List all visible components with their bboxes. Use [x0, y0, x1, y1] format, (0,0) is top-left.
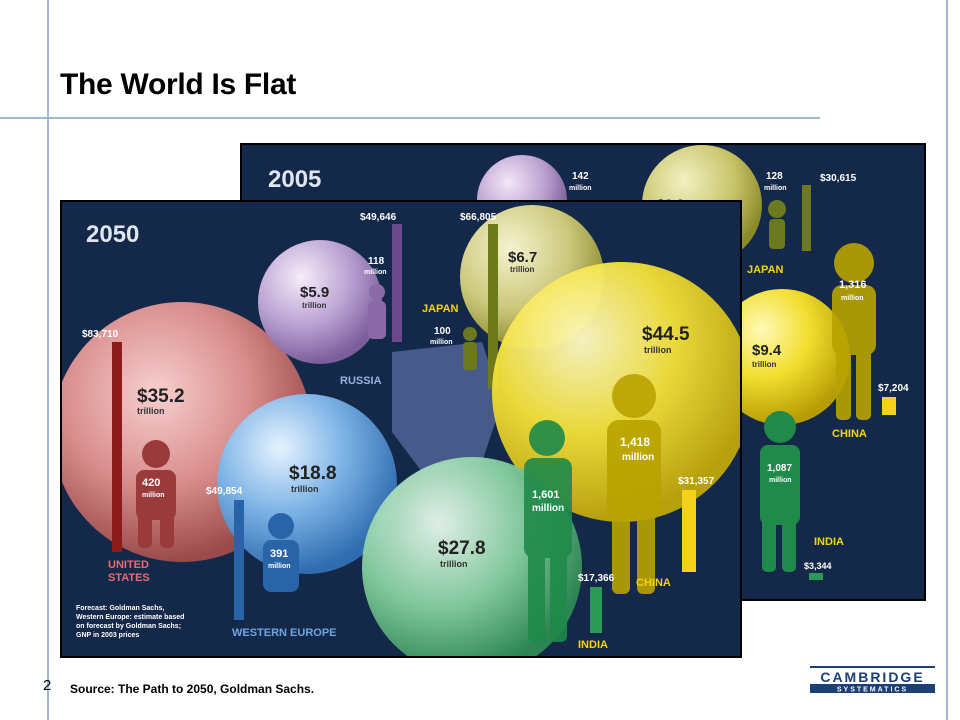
japan-percap-bar — [488, 224, 498, 389]
india-percap-2005: $3,344 — [804, 561, 832, 571]
china-pop-unit: million — [622, 452, 654, 463]
forecast-note-line1: Forecast: Goldman Sachs, — [76, 605, 164, 612]
russia-label: RUSSIA — [340, 375, 382, 387]
china-bubble-2005 — [714, 289, 850, 425]
slide-title: The World Is Flat — [60, 68, 297, 101]
russia-pop-2005: 142 — [572, 171, 589, 182]
russia-percap-bar — [392, 224, 402, 342]
we-percap: $49,854 — [206, 486, 243, 497]
india-pop-unit-2005: million — [769, 477, 792, 484]
we-gdp-unit: trillion — [291, 484, 319, 494]
india-pop: 1,601 — [532, 489, 560, 501]
us-pop: 420 — [142, 477, 160, 489]
japan-gdp-unit: trillion — [510, 265, 535, 274]
russia-percap: $49,646 — [360, 212, 397, 223]
india-person-2005 — [760, 411, 800, 572]
logo-bottom-text: SYSTEMATICS — [837, 687, 908, 694]
india-pop-unit: million — [532, 503, 564, 514]
us-percap-bar — [112, 342, 122, 552]
japan-pop-unit: million — [430, 339, 453, 346]
year-label-2005: 2005 — [268, 166, 321, 193]
russia-person — [368, 284, 386, 339]
china-percap: $31,357 — [678, 476, 715, 487]
logo-top-text: CAMBRIDGE — [820, 669, 924, 685]
russia-gdp-unit: trillion — [302, 301, 327, 310]
russia-pop-unit: million — [364, 269, 387, 276]
we-label: WESTERN EUROPE — [232, 627, 337, 639]
we-pop-unit: million — [268, 563, 291, 570]
india-label: INDIA — [578, 639, 608, 651]
india-gdp: $27.8 — [438, 538, 486, 559]
china-pop-2005: 1,316 — [839, 279, 867, 291]
russia-pop-unit-2005: million — [569, 185, 592, 192]
us-gdp-unit: trillion — [137, 406, 165, 416]
china-pop-unit-2005: million — [841, 295, 864, 302]
we-person — [263, 513, 299, 592]
china-label: CHINA — [636, 577, 671, 589]
japan-percap-2005: $30,615 — [820, 173, 857, 184]
china-percap-bar-2005 — [882, 397, 896, 415]
china-percap-2005: $7,204 — [878, 383, 909, 394]
china-gdp-unit-2005: trillion — [752, 360, 777, 369]
us-person — [136, 440, 176, 548]
japan-pop-unit-2005: million — [764, 185, 787, 192]
japan-person-2005 — [768, 200, 786, 249]
china-person-2005 — [832, 243, 876, 420]
we-gdp: $18.8 — [289, 463, 337, 484]
russia-pop: 118 — [368, 256, 385, 267]
india-percap-bar-2005 — [809, 573, 823, 580]
us-label-line2: STATES — [108, 572, 150, 584]
japan-gdp: $6.7 — [508, 249, 537, 266]
map-2050: 2050 $83,710 $35.2 trillion 420 million … — [60, 200, 742, 658]
we-percap-bar — [234, 500, 244, 620]
year-label-2050: 2050 — [86, 221, 139, 248]
russia-bubble — [258, 240, 382, 364]
india-label-2005: INDIA — [814, 536, 844, 548]
cambridge-systematics-logo: CAMBRIDGE SYSTEMATICS — [810, 666, 935, 694]
us-percap: $83,710 — [82, 329, 119, 340]
india-person — [524, 420, 572, 642]
china-label-2005: CHINA — [832, 428, 867, 440]
india-pop-2005: 1,087 — [767, 463, 792, 474]
us-label-line1: UNITED — [108, 559, 149, 571]
source-citation: Source: The Path to 2050, Goldman Sachs. — [70, 682, 315, 696]
japan-pop: 100 — [434, 326, 451, 337]
china-gdp: $44.5 — [642, 324, 690, 345]
china-person — [607, 374, 661, 594]
forecast-note-line2: Western Europe: estimate based — [76, 614, 184, 621]
china-pop: 1,418 — [620, 435, 650, 449]
continent-shape — [392, 342, 502, 472]
india-gdp-unit: trillion — [440, 559, 468, 569]
left-accent-line — [47, 0, 49, 720]
japan-label-2005: JAPAN — [747, 264, 784, 276]
us-gdp: $35.2 — [137, 386, 185, 407]
us-pop-unit: million — [142, 492, 165, 499]
right-accent-line — [946, 0, 948, 720]
japan-person — [463, 327, 477, 370]
china-gdp-2005: $9.4 — [752, 342, 782, 359]
china-gdp-unit: trillion — [644, 345, 672, 355]
western-europe-bubble — [217, 394, 397, 574]
japan-percap-bar-2005 — [802, 185, 811, 251]
japan-pop-2005: 128 — [766, 171, 783, 182]
forecast-note-line4: GNP in 2003 prices — [76, 632, 139, 639]
japan-label: JAPAN — [422, 303, 459, 315]
we-pop: 391 — [270, 548, 288, 560]
russia-gdp: $5.9 — [300, 284, 329, 301]
japan-percap: $66,805 — [460, 212, 497, 223]
india-percap-bar — [590, 587, 602, 633]
title-underline — [0, 117, 820, 119]
china-percap-bar — [682, 490, 696, 572]
india-percap: $17,366 — [578, 573, 615, 584]
page-number: 2 — [43, 677, 52, 694]
forecast-note-line3: on forecast by Goldman Sachs; — [76, 623, 181, 630]
